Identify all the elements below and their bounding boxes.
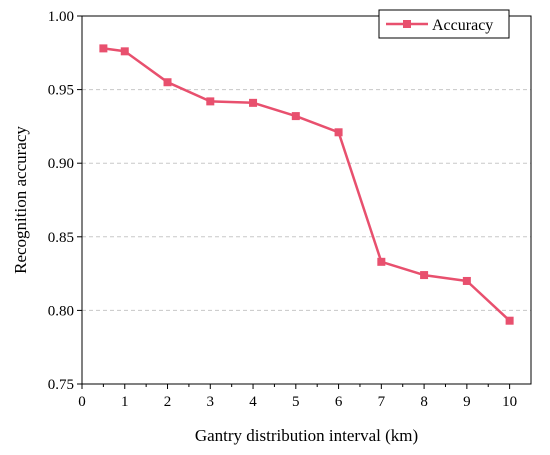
data-point-marker bbox=[462, 276, 471, 285]
data-point-marker bbox=[249, 98, 258, 107]
x-tick-label: 3 bbox=[207, 394, 215, 410]
y-tick-label: 0.80 bbox=[48, 303, 74, 319]
axis-ticks: 0.75 0.80 0.85 0.90 0.95 1.00 0 1 2 3 4 5 6 7 8 9 10 bbox=[48, 9, 517, 410]
series-layer bbox=[99, 44, 514, 325]
data-point-marker bbox=[334, 128, 343, 137]
x-tick-label: 9 bbox=[463, 394, 471, 410]
x-axis-title: Gantry distribution interval (km) bbox=[195, 426, 418, 445]
data-point-marker bbox=[420, 271, 429, 280]
y-tick-label: 0.75 bbox=[48, 377, 74, 393]
y-tick-label: 0.95 bbox=[48, 83, 74, 99]
x-tick-label: 4 bbox=[249, 394, 257, 410]
data-point-marker bbox=[120, 47, 129, 56]
x-tick-label: 7 bbox=[378, 394, 386, 410]
x-tick-label: 6 bbox=[335, 394, 343, 410]
y-tick-label: 0.90 bbox=[48, 156, 74, 172]
y-axis-title: Recognition accuracy bbox=[11, 126, 30, 274]
axes bbox=[81, 15, 532, 385]
data-point-marker bbox=[99, 44, 108, 53]
x-tick-label: 1 bbox=[121, 394, 129, 410]
data-point-marker bbox=[377, 257, 386, 266]
legend: Accuracy bbox=[378, 9, 510, 39]
x-tick-label: 5 bbox=[292, 394, 300, 410]
data-point-marker bbox=[206, 97, 215, 106]
x-tick-label: 0 bbox=[78, 394, 86, 410]
y-tick-label: 1.00 bbox=[48, 9, 74, 25]
grid-lines bbox=[82, 89, 531, 311]
data-point-marker bbox=[505, 316, 514, 325]
legend-marker-swatch bbox=[403, 20, 411, 28]
plot-frame bbox=[81, 15, 532, 385]
y-tick-label: 0.85 bbox=[48, 230, 74, 246]
data-point-marker bbox=[291, 112, 300, 121]
legend-label: Accuracy bbox=[432, 17, 493, 34]
x-tick-label: 10 bbox=[502, 394, 517, 410]
x-tick-label: 2 bbox=[164, 394, 172, 410]
data-point-marker bbox=[163, 78, 172, 87]
x-tick-label: 8 bbox=[420, 394, 428, 410]
